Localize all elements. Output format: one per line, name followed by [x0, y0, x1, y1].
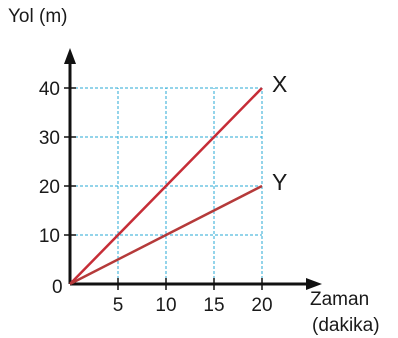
series-label-y: Y [272, 169, 287, 195]
series-line-y [69, 184, 263, 286]
x-tick-label: 15 [203, 295, 224, 316]
series-lines [69, 87, 263, 286]
y-tick-label: 40 [39, 79, 60, 100]
x-axis-title-line2: (dakika) [312, 315, 380, 336]
origin-label: 0 [52, 277, 63, 298]
series-line-x [69, 87, 263, 285]
axes [64, 48, 322, 290]
y-tick-label: 10 [39, 226, 60, 247]
series-label-x: X [272, 71, 287, 97]
y-axis-title: Yol (m) [8, 6, 67, 27]
x-tick-label: 10 [155, 295, 176, 316]
y-tick-label: 30 [39, 128, 60, 149]
y-tick-label: 20 [39, 177, 60, 198]
x-tick-label: 5 [113, 295, 124, 316]
y-axis-arrow [64, 48, 76, 64]
x-tick-label: 20 [251, 295, 272, 316]
x-axis-title-line1: Zaman [310, 289, 369, 310]
labels: Yol (m) Zaman (dakika) 0 5 10 15 20 10 20 30 40… [8, 6, 380, 336]
x-axis-arrow [306, 278, 322, 290]
tick-marks [64, 87, 263, 290]
